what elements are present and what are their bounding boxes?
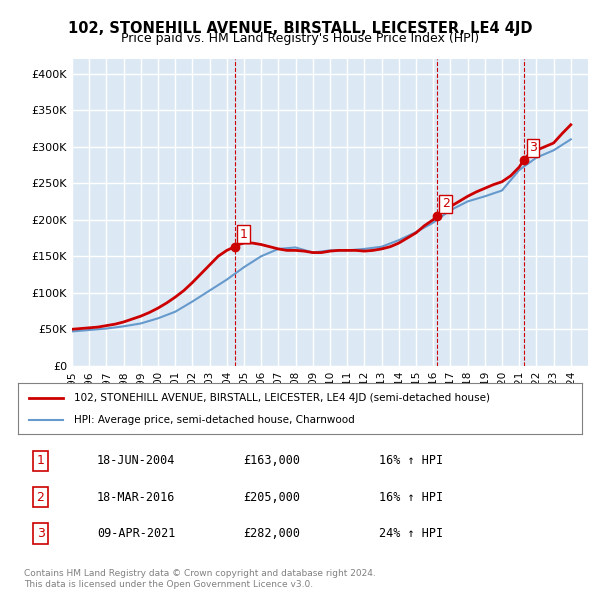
Text: 3: 3 [529, 141, 537, 154]
Text: 16% ↑ HPI: 16% ↑ HPI [379, 454, 443, 467]
Text: £163,000: £163,000 [244, 454, 301, 467]
Text: 1: 1 [240, 228, 248, 241]
Text: Contains HM Land Registry data © Crown copyright and database right 2024.
This d: Contains HM Land Registry data © Crown c… [24, 569, 376, 589]
Text: 1: 1 [37, 454, 44, 467]
Text: 2: 2 [442, 197, 450, 210]
Text: 18-JUN-2004: 18-JUN-2004 [97, 454, 175, 467]
Text: 3: 3 [37, 527, 44, 540]
Text: £282,000: £282,000 [244, 527, 301, 540]
Text: Price paid vs. HM Land Registry's House Price Index (HPI): Price paid vs. HM Land Registry's House … [121, 32, 479, 45]
Text: 102, STONEHILL AVENUE, BIRSTALL, LEICESTER, LE4 4JD: 102, STONEHILL AVENUE, BIRSTALL, LEICEST… [68, 21, 532, 35]
Text: £205,000: £205,000 [244, 490, 301, 504]
Text: 09-APR-2021: 09-APR-2021 [97, 527, 175, 540]
Text: HPI: Average price, semi-detached house, Charnwood: HPI: Average price, semi-detached house,… [74, 415, 355, 425]
Text: 24% ↑ HPI: 24% ↑ HPI [379, 527, 443, 540]
Text: 102, STONEHILL AVENUE, BIRSTALL, LEICESTER, LE4 4JD (semi-detached house): 102, STONEHILL AVENUE, BIRSTALL, LEICEST… [74, 392, 490, 402]
Text: 2: 2 [37, 490, 44, 504]
Text: 18-MAR-2016: 18-MAR-2016 [97, 490, 175, 504]
Text: 16% ↑ HPI: 16% ↑ HPI [379, 490, 443, 504]
